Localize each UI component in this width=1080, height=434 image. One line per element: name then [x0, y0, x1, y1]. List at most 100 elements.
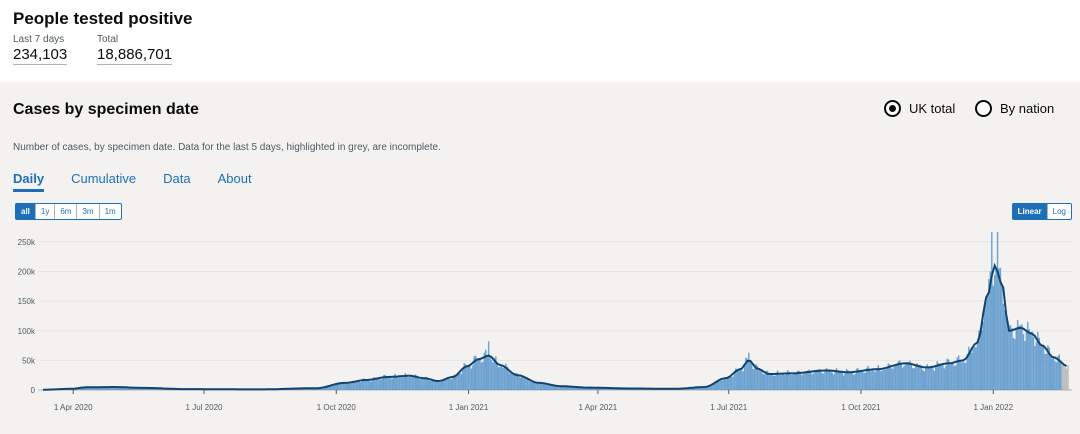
tab-about[interactable]: About	[217, 171, 252, 186]
daily-bar	[920, 365, 923, 390]
x-tick-label: 1 Oct 2021	[841, 403, 881, 412]
daily-bar	[405, 374, 408, 390]
daily-bar	[720, 380, 723, 390]
daily-bar	[532, 381, 534, 390]
daily-bar	[1038, 337, 1040, 390]
stat-value-link[interactable]: 18,886,701	[97, 46, 173, 65]
daily-bar	[847, 370, 849, 390]
x-tick-label: 1 Apr 2021	[579, 403, 618, 412]
daily-bar	[912, 368, 914, 390]
daily-bar	[798, 370, 800, 390]
daily-bar	[763, 374, 766, 390]
daily-bar	[604, 387, 606, 390]
radio-by-nation[interactable]: By nation	[975, 100, 1054, 117]
radio-unselected-icon	[975, 100, 992, 117]
daily-bar	[887, 363, 890, 390]
daily-bar	[715, 381, 717, 390]
daily-bar	[418, 379, 421, 390]
daily-bar	[361, 380, 363, 390]
daily-bar	[441, 380, 444, 390]
range-6m-button[interactable]: 6m	[55, 204, 78, 219]
daily-bar	[917, 365, 920, 390]
daily-bar	[538, 382, 540, 390]
daily-bar	[141, 387, 143, 390]
daily-bar	[86, 387, 89, 390]
radio-uk-total[interactable]: UK total	[884, 100, 955, 117]
daily-bar	[587, 387, 589, 390]
daily-bar	[368, 380, 371, 390]
daily-bar	[344, 382, 346, 390]
daily-bar	[462, 369, 464, 390]
daily-bar	[758, 369, 760, 390]
daily-bar	[575, 386, 578, 390]
daily-bar	[590, 387, 592, 390]
daily-bar	[482, 361, 484, 390]
daily-bar	[82, 387, 84, 390]
daily-bar	[147, 388, 149, 390]
daily-bar	[577, 387, 579, 390]
daily-bar	[485, 349, 487, 390]
daily-bar	[125, 387, 128, 390]
daily-bar	[843, 375, 845, 390]
daily-bar	[342, 382, 345, 390]
daily-bar	[579, 387, 582, 390]
daily-bar	[541, 384, 543, 390]
daily-bar	[886, 367, 888, 390]
daily-bar	[466, 366, 468, 390]
daily-bar	[499, 366, 501, 390]
daily-bar	[421, 378, 424, 390]
radio-label: By nation	[1000, 101, 1055, 116]
tab-cumulative[interactable]: Cumulative	[71, 171, 137, 186]
daily-bar	[469, 365, 471, 390]
daily-bar	[776, 370, 779, 390]
daily-bar	[395, 376, 398, 390]
daily-bar	[690, 387, 693, 390]
daily-bar	[104, 387, 106, 390]
daily-bar	[730, 376, 733, 390]
daily-bar	[370, 381, 372, 390]
daily-bar	[985, 301, 987, 390]
daily-bar	[554, 384, 556, 390]
daily-bar	[746, 358, 749, 390]
daily-bar	[768, 374, 770, 390]
daily-bar	[930, 365, 933, 390]
daily-bar	[909, 360, 911, 390]
range-1y-button[interactable]: 1y	[36, 204, 56, 219]
daily-bar	[365, 380, 368, 390]
daily-bar	[897, 361, 900, 390]
daily-bar	[443, 378, 445, 390]
daily-bar	[950, 363, 953, 390]
daily-bar	[132, 387, 135, 390]
daily-bar	[388, 377, 391, 390]
tab-daily[interactable]: Daily	[13, 171, 45, 192]
stat-value-link[interactable]: 234,103	[13, 46, 68, 65]
daily-bar	[873, 370, 875, 390]
range-all-button[interactable]: all	[16, 204, 36, 219]
daily-bar	[559, 386, 562, 390]
daily-bar	[805, 371, 808, 390]
radio-label: UK total	[909, 101, 956, 116]
daily-bar	[975, 347, 977, 390]
range-1m-button[interactable]: 1m	[104, 207, 116, 216]
daily-bar	[509, 373, 511, 390]
scale-log-button[interactable]: Log	[1052, 207, 1066, 216]
daily-bar	[740, 370, 743, 390]
daily-bar	[329, 385, 332, 390]
daily-bar	[717, 379, 720, 390]
daily-bar	[785, 372, 787, 390]
range-3m-button[interactable]: 3m	[77, 204, 100, 219]
scale-linear-button[interactable]: Linear	[1012, 204, 1048, 219]
daily-bar	[1006, 321, 1009, 390]
daily-bar	[735, 368, 737, 390]
daily-bar	[845, 368, 848, 390]
y-tick-label: 0	[31, 386, 36, 395]
daily-bar	[889, 364, 891, 390]
daily-bar	[1054, 361, 1056, 390]
daily-bar	[891, 368, 894, 390]
daily-bar	[1065, 368, 1068, 390]
tab-data[interactable]: Data	[163, 171, 191, 186]
daily-bar	[804, 372, 806, 390]
daily-bar	[719, 379, 721, 390]
daily-bar	[558, 385, 560, 390]
x-tick-label: 1 Jan 2022	[973, 403, 1013, 412]
